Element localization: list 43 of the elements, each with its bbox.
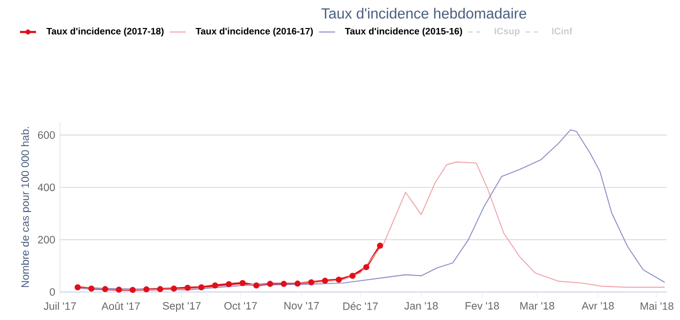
x-tick-label: Sept '17 <box>162 302 201 312</box>
legend-label: Taux d'incidence (2016-17) <box>196 28 313 36</box>
x-tick-label: Nov '17 <box>284 302 319 310</box>
point <box>294 280 301 287</box>
legend-label: Taux d'incidence (2015-16) <box>344 28 462 36</box>
point <box>308 279 314 286</box>
point <box>240 280 246 286</box>
x-tick-label: Avr '18 <box>582 302 614 310</box>
point <box>102 286 108 292</box>
point <box>253 282 260 289</box>
chart-title: Taux d'incidence hebdomadaire <box>321 8 526 19</box>
point <box>349 272 356 279</box>
x-tick-label: Août '17 <box>101 302 140 310</box>
point <box>322 278 328 284</box>
x-tick-label: Juil '17 <box>44 302 76 310</box>
y-tick-label: 0 <box>50 288 55 296</box>
x-tick-label: Mar '18 <box>520 302 554 310</box>
point <box>363 264 370 270</box>
point <box>130 286 136 293</box>
point <box>88 286 94 292</box>
point <box>184 284 191 291</box>
y-tick-label: 200 <box>38 236 55 244</box>
point <box>157 286 164 292</box>
y-tick-label: 600 <box>38 131 55 139</box>
y-axis-title: Nombre de cas pour 100 000 hab. <box>21 127 32 288</box>
point <box>198 284 204 290</box>
x-tick-label: Oct '17 <box>224 302 257 310</box>
x-tick-label: Fev '18 <box>466 302 499 310</box>
point <box>170 286 177 292</box>
legend-label: Taux d'incidence (2017-18) <box>46 28 164 36</box>
point <box>226 281 232 288</box>
point <box>116 286 122 293</box>
x-tick-label: Mai '18 <box>640 302 674 310</box>
x-tick-label: Déc '17 <box>343 302 378 310</box>
point <box>212 282 218 289</box>
point <box>267 280 274 287</box>
point <box>74 284 81 290</box>
point <box>376 242 384 249</box>
x-tick-label: Jan '18 <box>404 302 438 310</box>
point <box>336 276 342 283</box>
point <box>143 286 150 292</box>
y-tick-label: 400 <box>38 184 55 192</box>
point <box>280 280 287 287</box>
